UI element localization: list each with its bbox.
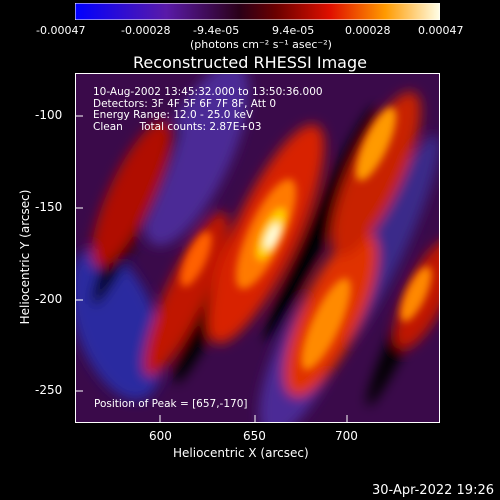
rhessi-image-canvas: [76, 74, 439, 422]
peak-position: Position of Peak = [657,-170]: [94, 398, 248, 410]
x-axis-label: Heliocentric X (arcsec): [173, 446, 309, 460]
colorbar-tick-4: 9.4e-05: [272, 24, 315, 37]
colorbar-tick-3: -9.4e-05: [193, 24, 240, 37]
info-time-range: 10-Aug-2002 13:45:32.000 to 13:50:36.000: [93, 86, 323, 98]
info-energy-range: Energy Range: 12.0 - 25.0 keV: [93, 109, 254, 121]
colorbar: [75, 3, 440, 20]
image-title: Reconstructed RHESSI Image: [133, 53, 367, 72]
info-clean-counts: Clean Total counts: 2.87E+03: [93, 120, 262, 133]
colorbar-tick-5: 0.00028: [345, 24, 391, 37]
x-tick-650: 650: [243, 429, 266, 443]
colorbar-tick-6: 0.00047: [418, 24, 464, 37]
x-tick-700: 700: [335, 429, 358, 443]
y-tick-minus200: -200: [35, 292, 63, 306]
y-tick-minus150: -150: [35, 200, 63, 214]
colorbar-tick-1: -0.00047: [36, 24, 86, 37]
rhessi-image: [75, 73, 440, 423]
colorbar-units: (photons cm⁻² s⁻¹ asec⁻²): [190, 38, 332, 51]
colorbar-tick-2: -0.00028: [121, 24, 171, 37]
y-axis-label: Heliocentric Y (arcsec): [18, 189, 32, 325]
y-tick-minus250: -250: [35, 383, 63, 397]
info-detectors: Detectors: 3F 4F 5F 6F 7F 8F, Att 0: [93, 97, 277, 110]
x-tick-600: 600: [149, 429, 172, 443]
y-tick-minus100: -100: [35, 108, 63, 122]
timestamp: 30-Apr-2022 19:26: [372, 483, 494, 498]
